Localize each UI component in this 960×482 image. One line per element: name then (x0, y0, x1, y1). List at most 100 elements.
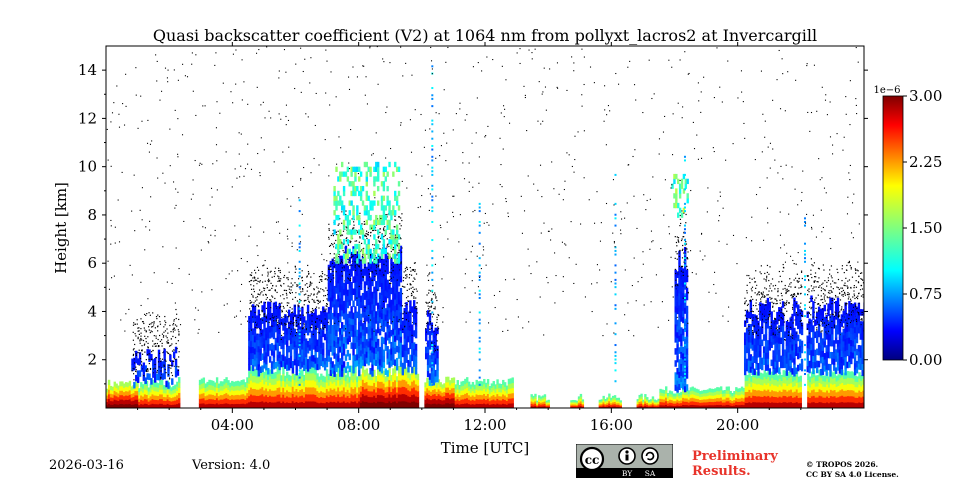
boundary-layer-cell (712, 395, 715, 399)
boundary-layer-cell (655, 404, 658, 406)
boundary-layer-cell (346, 395, 350, 403)
aerosol-cell (397, 352, 401, 359)
noise-speck (286, 294, 288, 296)
boundary-layer-cell (198, 379, 202, 386)
aerosol-cell (304, 350, 308, 358)
boundary-layer-cell (617, 406, 621, 408)
aerosol-cell (682, 358, 685, 366)
boundary-layer-cell (776, 386, 780, 393)
boundary-layer-cell (394, 393, 397, 402)
noise-speck (745, 300, 747, 302)
boundary-layer-cell (543, 405, 547, 408)
noise-speck (682, 248, 684, 250)
aerosol-cell (253, 360, 257, 367)
aerosol-cell (392, 273, 395, 281)
boundary-layer-cell (456, 389, 459, 395)
aerosol-cell (331, 282, 334, 290)
noise-speck (279, 269, 281, 272)
boundary-layer-cell (763, 382, 766, 390)
boundary-layer-cell (668, 396, 672, 400)
boundary-layer-cell (479, 394, 482, 400)
noise-speck (751, 286, 754, 288)
aerosol-cell (751, 332, 754, 339)
noise-speck (254, 276, 256, 279)
noise-speck (174, 365, 176, 368)
aerosol-cell (384, 368, 387, 376)
aerosol-cell (282, 342, 285, 349)
boundary-layer-cell (636, 406, 639, 408)
boundary-layer-cell (575, 406, 579, 408)
aerosol-cell (310, 336, 314, 344)
aerosol-cell (407, 335, 410, 343)
noise-speck (325, 287, 327, 289)
aerosol-cell (388, 325, 391, 332)
noise-speck (315, 306, 318, 308)
boundary-layer-cell (119, 381, 122, 387)
boundary-layer-cell (676, 402, 679, 406)
boundary-layer-cell (735, 394, 738, 399)
boundary-layer-cell (155, 399, 158, 405)
boundary-layer-cell (854, 397, 857, 404)
aerosol-cell (318, 338, 321, 346)
aerosol-cell (337, 325, 340, 332)
boundary-layer-cell (843, 402, 846, 408)
boundary-layer-cell (498, 387, 501, 393)
noise-speck (250, 310, 252, 312)
boundary-layer-cell (143, 384, 147, 390)
noise-speck (349, 240, 351, 242)
boundary-layer-cell (293, 373, 296, 381)
boundary-layer-cell (318, 392, 321, 399)
aerosol-cell (384, 332, 387, 339)
boundary-layer-cell (265, 381, 268, 389)
boundary-layer-cell (773, 373, 776, 380)
boundary-layer-cell (342, 365, 346, 374)
boundary-layer-cell (323, 376, 327, 383)
noise-speck (303, 294, 305, 296)
boundary-layer-cell (458, 388, 461, 394)
noise-speck (775, 298, 777, 300)
boundary-layer-cell (502, 393, 505, 400)
boundary-layer-cell (160, 398, 164, 404)
boundary-layer-cell (399, 387, 403, 395)
aerosol-cell (373, 274, 376, 282)
noise-speck (147, 368, 149, 370)
boundary-layer-cell (846, 383, 850, 390)
boundary-layer-cell (331, 401, 334, 408)
boundary-layer-cell (646, 404, 649, 407)
aerosol-cell (685, 317, 689, 325)
aerosol-cell (348, 323, 351, 330)
aerosol-cell (325, 342, 329, 350)
aerosol-cell (250, 334, 253, 342)
boundary-layer-cell (280, 397, 283, 404)
noise-speck (401, 285, 404, 287)
noise-speck (162, 336, 165, 338)
boundary-layer-cell (153, 399, 156, 405)
boundary-layer-cell (354, 379, 357, 388)
boundary-layer-cell (214, 386, 217, 392)
noise-speck (137, 336, 139, 338)
noise-speck (332, 233, 334, 235)
boundary-layer-cell (214, 390, 217, 396)
noise-speck (409, 311, 411, 314)
boundary-layer-cell (543, 398, 547, 402)
aerosol-cell (755, 345, 758, 352)
boundary-layer-cell (301, 382, 304, 390)
noise-speck (175, 317, 177, 320)
aerosol-cell (265, 333, 268, 341)
noise-speck (313, 293, 315, 295)
boundary-layer-cell (761, 373, 765, 380)
boundary-layer-cell (151, 398, 154, 404)
boundary-layer-cell (780, 396, 784, 403)
noise-speck (318, 332, 321, 334)
boundary-layer-cell (200, 383, 204, 389)
noise-speck (313, 299, 315, 301)
boundary-layer-cell (848, 383, 852, 391)
boundary-layer-cell (462, 394, 465, 400)
boundary-layer-cell (765, 384, 768, 391)
boundary-layer-cell (390, 380, 393, 387)
aerosol-cell (344, 275, 348, 283)
boundary-layer-cell (784, 376, 787, 384)
aerosol-cell (378, 268, 382, 275)
boundary-layer-cell (107, 398, 111, 404)
aerosol-cell (376, 272, 380, 280)
